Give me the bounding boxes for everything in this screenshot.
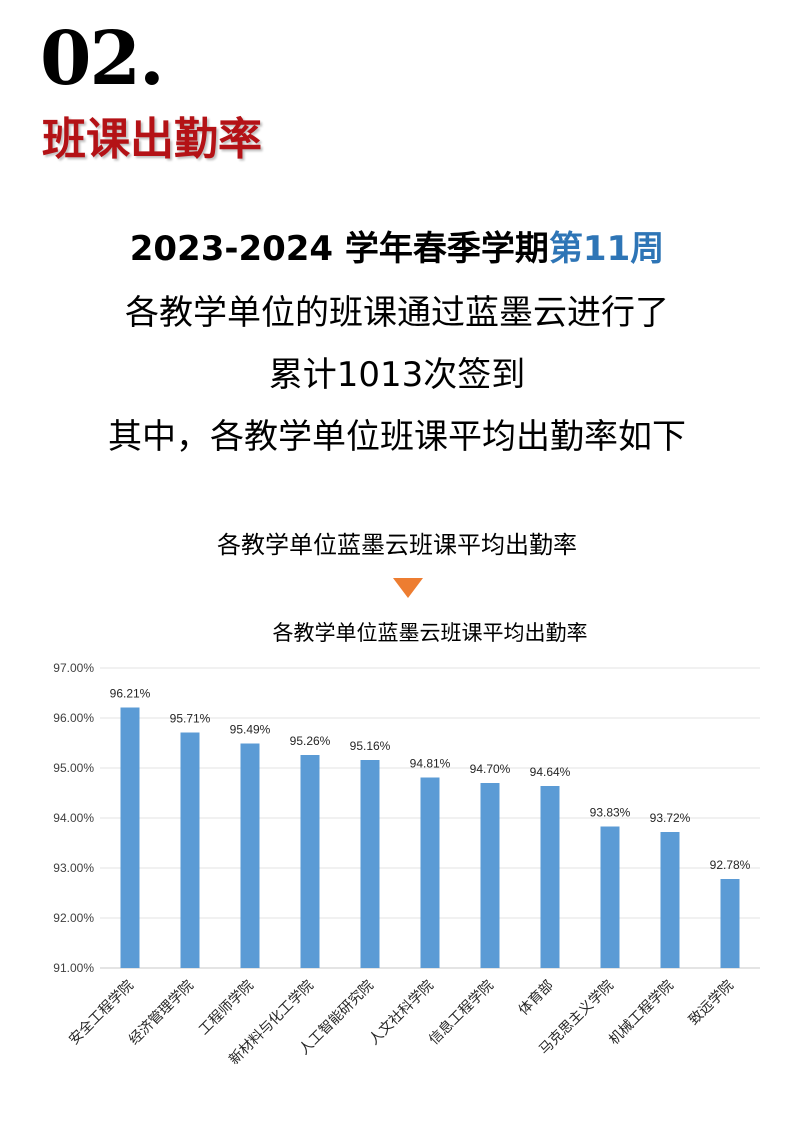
y-tick-label: 97.00% — [53, 661, 94, 675]
bar — [120, 707, 140, 968]
y-tick-label: 92.00% — [53, 911, 94, 925]
y-tick-label: 91.00% — [53, 961, 94, 975]
data-label: 94.81% — [410, 757, 451, 771]
data-label: 95.49% — [230, 723, 271, 737]
data-label: 93.72% — [650, 811, 691, 825]
summary-line-1: 2023-2024 学年春季学期第11周 — [0, 232, 794, 266]
bar — [600, 826, 620, 968]
section-number: 02. — [40, 16, 165, 102]
x-tick-label: 致远学院 — [686, 978, 737, 1029]
x-tick-label: 体育部 — [516, 978, 557, 1019]
bar — [240, 743, 260, 968]
summary-line-1-prefix: 2023-2024 学年春季学期 — [129, 229, 549, 269]
summary-line-1-highlight: 第11周 — [548, 229, 665, 269]
bar — [720, 879, 740, 968]
data-label: 95.26% — [290, 734, 331, 748]
x-tick-label: 经济管理学院 — [126, 978, 197, 1049]
data-label: 95.16% — [350, 739, 391, 753]
y-tick-label: 93.00% — [53, 861, 94, 875]
x-tick-label: 机械工程学院 — [606, 978, 677, 1049]
section-title: 班课出勤率 — [42, 114, 262, 165]
x-tick-label: 工程师学院 — [196, 978, 257, 1039]
data-label: 92.78% — [710, 858, 751, 872]
summary-line-2: 各教学单位的班课通过蓝墨云进行了 — [125, 293, 669, 333]
bar-chart: 各教学单位蓝墨云班课平均出勤率 91.00% 92.00% 93.00% 94.00% 9… — [53, 621, 760, 1068]
y-tick-label: 94.00% — [53, 811, 94, 825]
chart-heading: 各教学单位蓝墨云班课平均出勤率 — [217, 531, 577, 559]
chart-title: 各教学单位蓝墨云班课平均出勤率 — [273, 621, 588, 645]
data-label: 96.21% — [110, 687, 151, 701]
data-label: 95.71% — [170, 712, 211, 726]
y-tick-label: 96.00% — [53, 711, 94, 725]
data-label: 94.64% — [530, 765, 571, 779]
y-tick-label: 95.00% — [53, 761, 94, 775]
bar — [480, 783, 500, 968]
data-label: 93.83% — [590, 806, 631, 820]
data-label: 94.70% — [470, 762, 511, 776]
summary-line-3: 累计1013次签到 — [268, 355, 526, 395]
bar — [540, 786, 560, 968]
bar — [180, 732, 200, 968]
summary-line-4: 其中，各教学单位班课平均出勤率如下 — [108, 417, 686, 457]
down-arrow-icon — [393, 578, 423, 598]
bar — [300, 755, 320, 968]
bar — [360, 760, 380, 968]
bar — [420, 777, 440, 968]
bar — [660, 832, 680, 968]
x-tick-label: 信息工程学院 — [425, 977, 496, 1048]
